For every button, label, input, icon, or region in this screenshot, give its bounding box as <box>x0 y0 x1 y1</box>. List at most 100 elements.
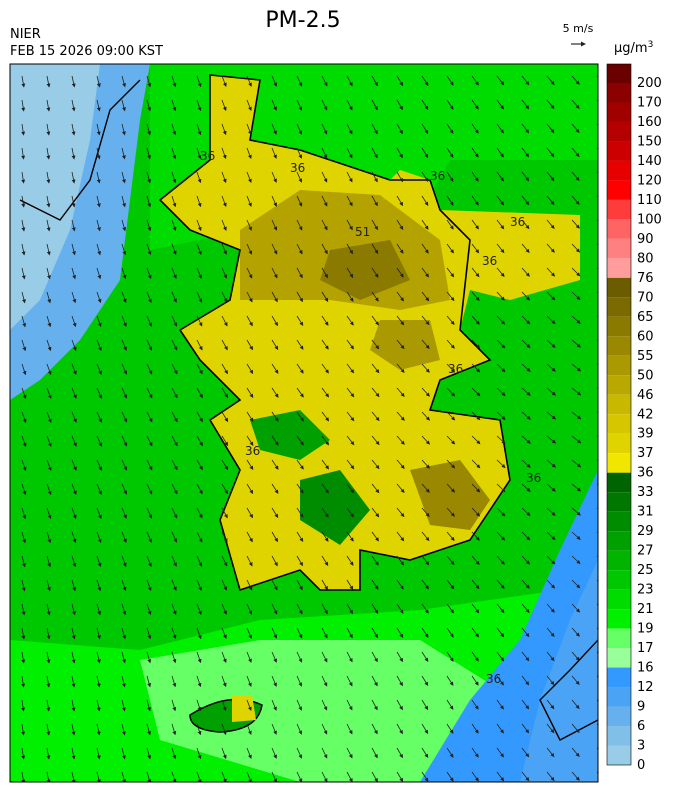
colorbar-segment <box>607 336 631 356</box>
wind-arrow <box>471 219 479 230</box>
wind-arrow <box>196 459 203 471</box>
wind-arrow <box>121 339 127 351</box>
wind-arrow <box>171 435 178 447</box>
wind-arrow <box>96 171 101 184</box>
wind-arrow <box>421 387 430 397</box>
colorbar-label: 36 <box>637 466 654 481</box>
wind-arrow <box>146 123 152 136</box>
wind-arrow <box>71 771 76 782</box>
wind-arrow <box>346 435 355 446</box>
wind-arrow <box>46 579 51 592</box>
colorbar-segment <box>607 706 631 727</box>
wind-arrow <box>146 219 152 232</box>
wind-arrow <box>546 747 555 758</box>
wind-arrow <box>246 531 253 543</box>
contour-label: 36 <box>448 362 463 376</box>
wind-arrow <box>446 555 455 566</box>
wind-arrow <box>496 387 506 397</box>
wind-arrow <box>396 555 404 566</box>
wind-arrow <box>21 387 27 400</box>
colorbar-label: 150 <box>637 134 662 149</box>
wind-arrow <box>546 603 555 613</box>
wind-arrow <box>571 171 580 182</box>
wind-arrow <box>396 435 405 445</box>
wind-arrow <box>421 555 430 566</box>
wind-arrow <box>496 699 504 710</box>
wind-arrow <box>546 507 556 516</box>
wind-arrow <box>471 627 479 638</box>
wind-arrow <box>371 603 379 615</box>
wind-arrow <box>246 579 253 591</box>
wind-arrow <box>21 555 26 568</box>
wind-arrow <box>46 627 51 640</box>
wind-arrow <box>146 627 152 640</box>
wind-arrow <box>421 771 429 782</box>
wind-arrow <box>421 75 429 86</box>
colorbar-label: 25 <box>637 563 654 578</box>
wind-arrow <box>571 411 582 420</box>
wind-arrow <box>446 627 454 638</box>
wind-arrow <box>96 603 102 616</box>
wind-arrow <box>21 99 26 112</box>
wind-arrow <box>296 363 304 374</box>
wind-arrow <box>271 363 279 374</box>
wind-arrow <box>46 723 51 736</box>
wind-arrow <box>96 651 101 664</box>
wind-arrow <box>446 291 455 302</box>
wind-arrow <box>421 483 430 493</box>
wind-arrow <box>321 651 328 663</box>
wind-arrow <box>71 219 76 232</box>
wind-arrow <box>246 747 252 759</box>
wind-arrow <box>571 195 580 205</box>
colorbar-label: 70 <box>637 290 654 305</box>
wind-arrow <box>496 747 504 758</box>
wind-arrow <box>46 435 52 448</box>
wind-arrow <box>21 291 26 304</box>
colorbar-label: 65 <box>637 310 654 325</box>
wind-arrow <box>221 99 227 112</box>
colorbar-label: 200 <box>637 76 662 91</box>
wind-arrow <box>571 147 580 158</box>
wind-arrow <box>321 195 328 207</box>
wind-arrow <box>321 675 328 687</box>
wind-arrow <box>571 507 581 516</box>
wind-arrow <box>321 747 328 759</box>
wind-arrow <box>421 747 429 759</box>
wind-arrow <box>221 771 227 782</box>
colorbar-label: 100 <box>637 212 662 227</box>
wind-arrow <box>146 723 152 736</box>
wind-arrow <box>96 579 102 592</box>
wind-arrow <box>396 507 405 518</box>
wind-arrow <box>471 531 480 541</box>
colorbar-segment <box>607 238 631 259</box>
wind-arrow <box>471 699 479 710</box>
colorbar-segment <box>607 511 631 532</box>
wind-arrow <box>371 267 379 278</box>
wind-arrow <box>71 723 76 736</box>
wind-arrow <box>371 75 378 87</box>
wind-arrow <box>546 339 556 348</box>
wind-arrow <box>146 699 151 712</box>
wind-arrow <box>171 771 177 782</box>
wind-arrow <box>396 771 404 782</box>
map <box>10 64 598 782</box>
wind-arrow <box>471 339 481 349</box>
wind-arrow <box>71 435 77 447</box>
wind-arrow <box>196 75 202 88</box>
wind-arrow <box>46 411 52 424</box>
wind-arrow <box>121 627 127 640</box>
wind-arrow <box>496 339 506 349</box>
wind-arrow <box>446 483 456 493</box>
wind-arrow <box>321 507 329 518</box>
colorbar-label: 17 <box>637 641 654 656</box>
wind-arrow <box>221 435 229 447</box>
colorbar-label: 76 <box>637 271 654 286</box>
wind-arrow <box>221 699 227 712</box>
wind-arrow <box>96 411 102 423</box>
wind-arrow <box>546 483 556 492</box>
wind-arrow <box>346 99 353 111</box>
datetime: FEB 15 2026 09:00 KST <box>10 44 163 59</box>
wind-arrow <box>546 171 555 182</box>
wind-arrow <box>496 771 505 782</box>
wind-arrow <box>421 579 429 590</box>
